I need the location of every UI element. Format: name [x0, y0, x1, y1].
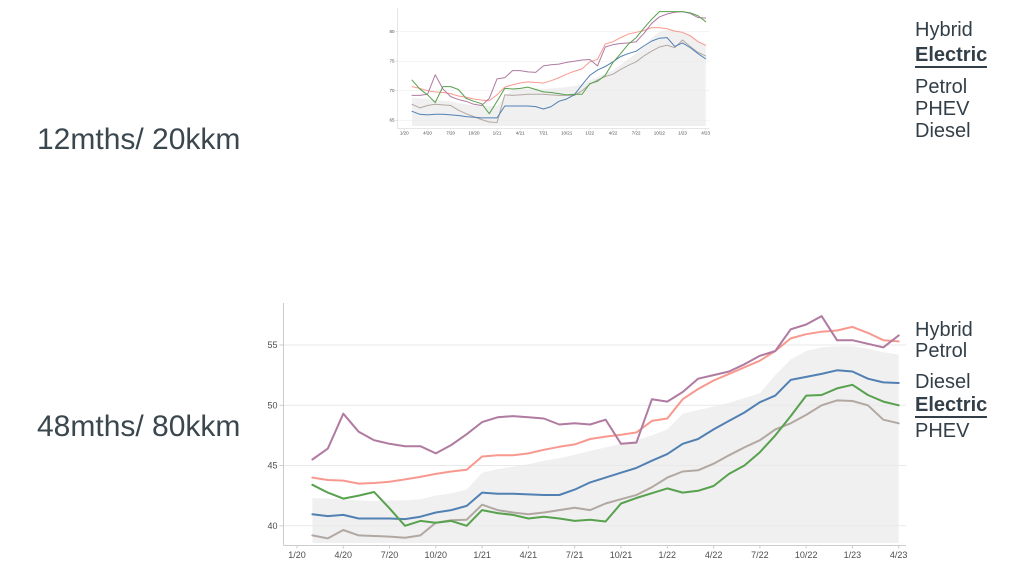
line-petrol [311, 325, 900, 485]
line-diesel [311, 369, 900, 521]
x-tick-label-1/22: 1/22 [659, 550, 677, 560]
legend-label-phev: PHEV [915, 98, 970, 120]
legend-label-hybrid: Hybrid [915, 319, 973, 341]
x-tick-label-7/22: 7/22 [632, 131, 641, 136]
row-label-12mths-20kkm: 12mths/ 20kkm [37, 123, 241, 156]
x-tick-label-4/21: 4/21 [520, 550, 538, 560]
x-tick-label-1/21: 1/21 [493, 131, 502, 136]
line-petrol [411, 27, 707, 102]
x-tick-label-4/20: 4/20 [335, 550, 353, 560]
legend-label-diesel: Diesel [915, 371, 971, 393]
x-tick-label-1/20: 1/20 [288, 550, 306, 560]
row-label-48mths-80kkm: 48mths/ 80kkm [37, 410, 241, 443]
x-tick-label-1/20: 1/20 [400, 131, 409, 136]
band-area [312, 346, 899, 543]
x-tick-label-7/20: 7/20 [446, 131, 455, 136]
x-tick-label-1/21: 1/21 [473, 550, 491, 560]
x-tick-label-4/22: 4/22 [609, 131, 618, 136]
x-tick-label-7/21: 7/21 [566, 550, 584, 560]
y-tick-label-65: 65 [390, 118, 396, 123]
line-hybrid [411, 11, 707, 106]
y-tick-label-45: 45 [267, 461, 277, 471]
x-tick-label-1/23: 1/23 [844, 550, 862, 560]
y-tick-label-70: 70 [390, 88, 396, 93]
line-phev [411, 39, 707, 124]
x-tick-label-10/20: 10/20 [425, 550, 448, 560]
line-diesel [411, 37, 707, 119]
x-tick-label-4/23: 4/23 [701, 131, 710, 136]
y-tick-label-80: 80 [390, 29, 396, 34]
legend-label-phev: PHEV [915, 420, 970, 442]
legend-label-diesel: Diesel [915, 120, 971, 142]
legend-label-electric: Electric [915, 44, 988, 68]
x-tick-label-10/22: 10/22 [654, 131, 666, 136]
line-electric [311, 383, 900, 527]
x-tick-label-7/20: 7/20 [381, 550, 399, 560]
x-tick-label-10/21: 10/21 [561, 131, 573, 136]
legend-label-hybrid: Hybrid [915, 19, 973, 41]
legend-label-petrol: Petrol [915, 340, 968, 362]
x-tick-label-4/22: 4/22 [705, 550, 723, 560]
x-tick-label-10/20: 10/20 [468, 131, 480, 136]
line-phev [311, 399, 900, 540]
band-area [412, 29, 706, 126]
x-tick-label-4/21: 4/21 [516, 131, 525, 136]
x-tick-label-10/21: 10/21 [610, 550, 633, 560]
top-chart-12mths: 65 70 75 80 1/20 4/20 7/20 10/20 1/21 4/21 7/21 10/… [390, 7, 711, 136]
line-electric [411, 11, 707, 115]
line-hybrid [311, 315, 900, 461]
x-tick-label-10/22: 10/22 [795, 550, 818, 560]
x-tick-label-1/23: 1/23 [678, 131, 687, 136]
x-tick-label-7/22: 7/22 [751, 550, 769, 560]
x-tick-label-4/23: 4/23 [890, 550, 908, 560]
x-tick-label-4/20: 4/20 [423, 131, 432, 136]
x-tick-label-1/22: 1/22 [585, 131, 594, 136]
y-tick-label-40: 40 [267, 521, 277, 531]
x-tick-label-7/21: 7/21 [539, 131, 548, 136]
legend-label-petrol: Petrol [915, 76, 968, 98]
y-tick-label-55: 55 [267, 340, 277, 350]
legend-label-electric: Electric [915, 394, 988, 418]
y-tick-label-75: 75 [390, 59, 396, 64]
y-tick-label-50: 50 [267, 400, 277, 410]
